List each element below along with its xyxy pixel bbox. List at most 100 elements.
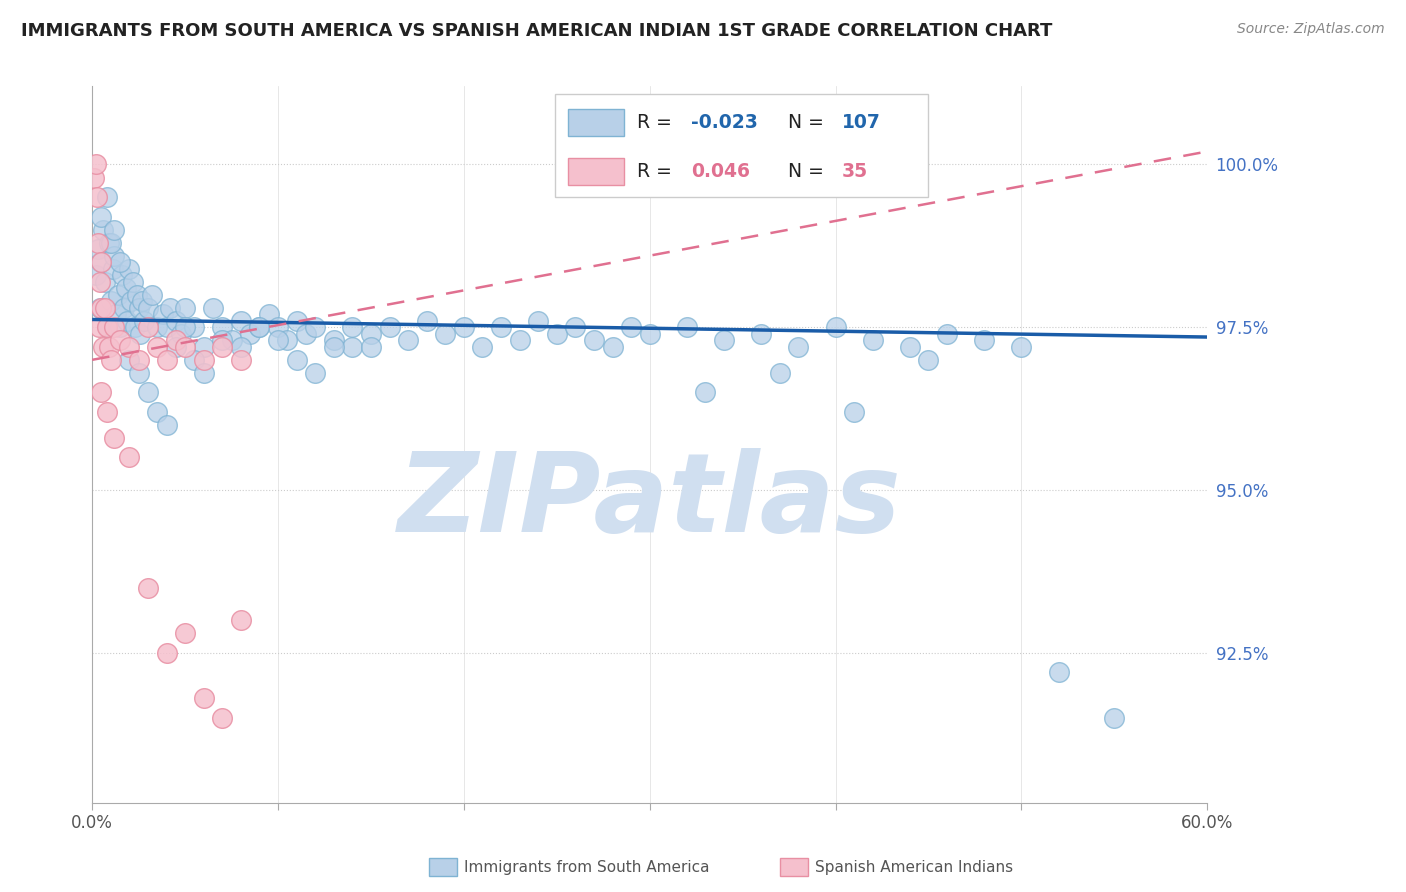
Point [322, 340, 344, 354]
Point [546, 326, 568, 341]
Point [122, 275, 145, 289]
Point [174, 626, 197, 640]
Point [267, 333, 290, 347]
Point [136, 320, 159, 334]
Point [239, 326, 262, 341]
Point [257, 307, 280, 321]
Point [146, 320, 169, 334]
Point [564, 320, 586, 334]
Point [118, 261, 141, 276]
Point [396, 333, 419, 347]
Point [117, 314, 139, 328]
Point [94, 301, 117, 315]
Point [249, 320, 271, 334]
Text: Source: ZipAtlas.com: Source: ZipAtlas.com [1237, 22, 1385, 37]
Point [342, 340, 364, 354]
Point [917, 352, 939, 367]
Point [120, 294, 142, 309]
Point [211, 320, 233, 334]
Point [434, 326, 457, 341]
Point [90, 385, 112, 400]
Point [165, 333, 187, 347]
Point [118, 450, 141, 465]
Point [862, 333, 884, 347]
Point [183, 320, 205, 334]
Point [96, 405, 118, 419]
Point [509, 333, 531, 347]
Point [83, 170, 105, 185]
Point [152, 307, 174, 321]
Point [229, 314, 252, 328]
Point [787, 340, 810, 354]
Point [453, 320, 475, 334]
Point [155, 417, 177, 432]
Point [936, 326, 959, 341]
Point [638, 326, 661, 341]
Point [769, 366, 792, 380]
Point [87, 235, 110, 250]
Point [131, 294, 153, 309]
Point [90, 210, 112, 224]
Point [155, 352, 177, 367]
Point [91, 222, 114, 236]
Text: R =: R = [637, 113, 678, 132]
Point [118, 352, 141, 367]
Text: R =: R = [637, 162, 685, 181]
Point [201, 301, 224, 315]
Point [527, 314, 550, 328]
Point [136, 301, 159, 315]
Point [360, 326, 382, 341]
Point [193, 366, 215, 380]
Point [267, 320, 290, 334]
Point [276, 333, 298, 347]
Point [174, 301, 197, 315]
Text: ZIPatlas: ZIPatlas [398, 449, 901, 556]
Point [89, 301, 111, 315]
Point [322, 333, 344, 347]
Point [211, 333, 233, 347]
Point [146, 405, 169, 419]
Point [165, 340, 187, 354]
Point [87, 242, 110, 256]
Point [107, 287, 129, 301]
Point [128, 352, 150, 367]
Point [112, 301, 135, 315]
Point [1104, 711, 1126, 725]
Point [713, 333, 735, 347]
Point [824, 320, 846, 334]
Point [898, 340, 921, 354]
Point [97, 235, 120, 250]
Point [159, 301, 181, 315]
Point [221, 333, 243, 347]
Point [103, 320, 125, 334]
Point [415, 314, 437, 328]
Point [141, 287, 163, 301]
Point [97, 340, 120, 354]
Point [84, 268, 107, 283]
Text: 35: 35 [841, 162, 868, 181]
Point [134, 314, 156, 328]
Point [108, 320, 131, 334]
Text: 0.046: 0.046 [690, 162, 749, 181]
Point [108, 255, 131, 269]
Point [103, 431, 125, 445]
Point [842, 405, 865, 419]
Point [174, 340, 197, 354]
Point [90, 255, 112, 269]
Point [103, 222, 125, 236]
Point [285, 352, 308, 367]
Point [155, 320, 177, 334]
Point [94, 275, 117, 289]
Point [87, 320, 110, 334]
Point [193, 691, 215, 706]
Point [146, 340, 169, 354]
Point [90, 255, 112, 269]
Point [249, 320, 271, 334]
Text: Immigrants from South America: Immigrants from South America [464, 860, 710, 874]
Point [582, 333, 605, 347]
Point [193, 352, 215, 367]
Point [96, 190, 118, 204]
FancyBboxPatch shape [555, 94, 928, 197]
Point [285, 314, 308, 328]
Point [620, 320, 643, 334]
